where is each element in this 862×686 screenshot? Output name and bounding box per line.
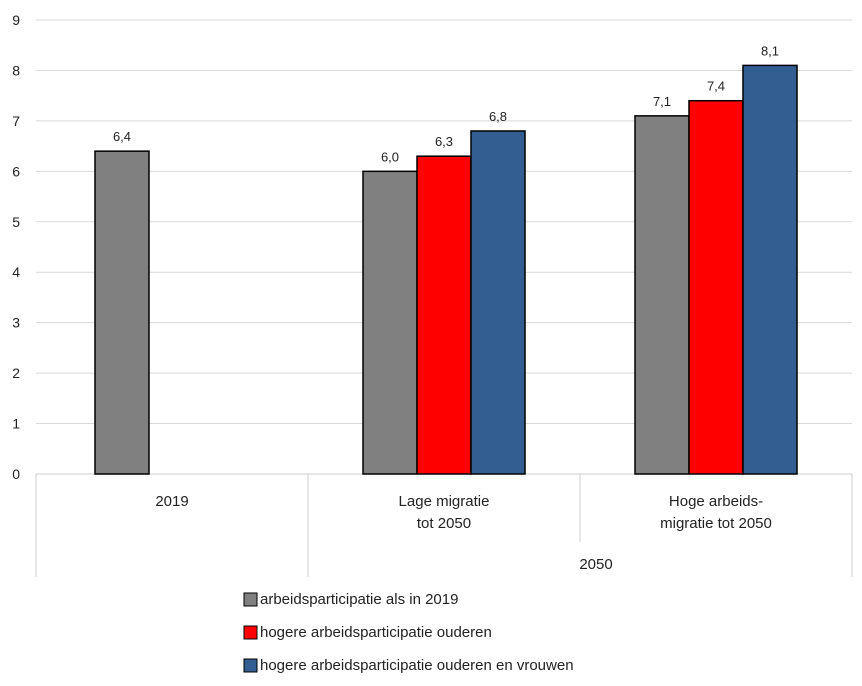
y-tick-label: 7 (12, 113, 20, 129)
y-axis-ticks: 0 1 2 3 4 5 6 7 8 9 (12, 12, 20, 482)
bar (470, 130, 526, 475)
legend-label: hogere arbeidsparticipatie ouderen en vr… (260, 657, 574, 674)
x-category-label: Hoge arbeids- (669, 493, 763, 510)
legend-label: arbeidsparticipatie als in 2019 (260, 591, 458, 608)
bars (94, 64, 798, 475)
bar (416, 155, 472, 475)
legend-label: hogere arbeidsparticipatie ouderen (260, 624, 492, 641)
data-label: 6,3 (435, 134, 453, 149)
x-category-label: Lage migratie (399, 493, 490, 510)
bar (688, 99, 744, 475)
y-tick-label: 1 (12, 416, 20, 432)
y-tick-label: 6 (12, 163, 20, 179)
x-category-label: 2019 (155, 493, 188, 510)
legend-swatch (243, 592, 258, 607)
data-label: 8,1 (761, 43, 779, 58)
x-category-label: migratie tot 2050 (660, 515, 772, 532)
y-tick-label: 0 (12, 466, 20, 482)
y-tick-label: 9 (12, 12, 20, 28)
y-tick-label: 8 (12, 62, 20, 78)
bar (742, 64, 798, 475)
x-axis: 2050 2019 Lage migratie tot 2050 Hoge arbei… (35, 474, 853, 577)
data-label: 7,1 (653, 94, 671, 109)
data-label: 6,8 (489, 109, 507, 124)
bar (94, 150, 150, 475)
data-label: 7,4 (707, 79, 725, 94)
y-tick-label: 5 (12, 214, 20, 230)
x-category-label: tot 2050 (417, 515, 471, 532)
legend-swatch (243, 625, 258, 640)
y-tick-label: 3 (12, 315, 20, 331)
outer-category-label: 2050 (579, 556, 612, 573)
y-tick-label: 4 (12, 264, 20, 280)
data-label: 6,4 (113, 129, 131, 144)
legend: arbeidsparticipatie als in 2019 hogere ar… (243, 591, 574, 674)
data-label: 6,0 (381, 149, 399, 164)
bar (634, 115, 690, 475)
bar (362, 170, 418, 475)
y-tick-label: 2 (12, 365, 20, 381)
data-labels: 6,4 6,0 6,3 6,8 7,1 7,4 8,1 (113, 43, 779, 164)
legend-swatch (243, 658, 258, 673)
